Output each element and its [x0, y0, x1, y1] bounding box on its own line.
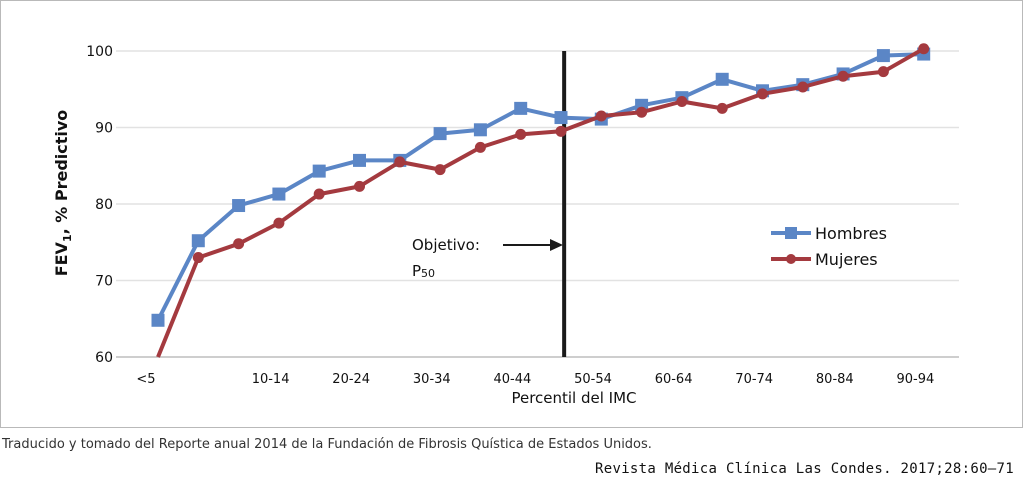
point-mujeres — [676, 95, 688, 107]
point-mujeres — [918, 43, 930, 55]
point-hombres — [554, 111, 568, 125]
figure-caption: Traducido y tomado del Reporte anual 201… — [2, 437, 652, 452]
chart-frame: 60 70 80 90 100 <5 10-14 20-24 30-34 40-44 50-54 6… — [0, 0, 1023, 428]
point-mujeres — [233, 238, 245, 250]
x-tick-label: 10-14 — [252, 372, 290, 387]
point-hombres — [272, 187, 286, 201]
x-tick-label: 80-84 — [816, 372, 854, 387]
point-hombres — [433, 127, 447, 141]
point-mujeres — [474, 141, 486, 153]
point-hombres — [715, 72, 729, 86]
legend-item-mujeres: Mujeres — [771, 250, 878, 269]
journal-citation: Revista Médica Clínica Las Condes. 2017;… — [595, 461, 1014, 477]
x-tick-label: 90-94 — [897, 372, 935, 387]
legend-label-mujeres: Mujeres — [815, 250, 878, 269]
point-mujeres — [555, 125, 567, 137]
point-hombres — [876, 49, 890, 63]
fev1-line-chart: 60 70 80 90 100 <5 10-14 20-24 30-34 40-44 50-54 6… — [52, 43, 959, 407]
annotation-objetivo: Objetivo: — [412, 236, 480, 254]
point-mujeres — [434, 164, 446, 176]
legend-item-hombres: Hombres — [771, 224, 887, 243]
y-axis-label-main: FEV — [52, 241, 71, 276]
y-axis-ticks: 60 70 80 90 100 — [86, 44, 113, 366]
point-mujeres — [313, 188, 325, 200]
y-axis-label: FEV1, % Predictivo — [52, 110, 74, 277]
y-tick-label: 60 — [95, 350, 113, 366]
series-hombres — [151, 47, 931, 327]
gridlines — [116, 50, 959, 358]
point-mujeres — [757, 88, 768, 100]
point-mujeres — [515, 128, 527, 140]
y-axis-label-rest: , % Predictivo — [52, 110, 71, 235]
point-hombres — [232, 199, 246, 213]
point-hombres — [191, 234, 205, 248]
point-mujeres — [877, 66, 889, 78]
annotation-arrow — [503, 239, 563, 251]
series-line-hombres — [156, 52, 924, 322]
y-tick-label: 90 — [95, 121, 113, 137]
x-tick-label: 50-54 — [574, 372, 612, 387]
point-mujeres — [273, 217, 285, 229]
series-group — [151, 43, 931, 358]
annotation-p50: P50 — [412, 262, 435, 280]
x-tick-label: 40-44 — [494, 372, 532, 387]
y-tick-label: 70 — [95, 274, 113, 290]
y-tick-label: 100 — [86, 44, 113, 60]
point-mujeres — [797, 81, 809, 93]
annotation-p50-main: P — [412, 262, 421, 280]
x-axis-ticks: <5 10-14 20-24 30-34 40-44 50-54 60-64 70-74 80-… — [136, 372, 934, 387]
legend-label-hombres: Hombres — [815, 224, 887, 243]
x-axis-label: Percentil del IMC — [511, 389, 636, 407]
point-mujeres — [595, 110, 607, 122]
point-hombres — [353, 153, 366, 167]
y-tick-label: 80 — [95, 197, 113, 213]
legend: Hombres Mujeres — [771, 224, 887, 269]
point-mujeres — [716, 102, 728, 114]
point-hombres — [473, 123, 487, 137]
x-tick-label: 60-64 — [655, 372, 693, 387]
x-tick-label: 20-24 — [332, 372, 370, 387]
point-mujeres — [837, 70, 849, 82]
point-mujeres — [354, 180, 365, 192]
point-mujeres — [636, 106, 648, 118]
point-mujeres — [394, 156, 406, 168]
point-hombres — [151, 313, 165, 327]
point-hombres — [514, 101, 528, 115]
x-tick-label: 30-34 — [413, 372, 451, 387]
x-tick-label: 70-74 — [735, 372, 773, 387]
y-axis-label-sub: 1 — [61, 234, 74, 242]
series-mujeres — [156, 43, 930, 358]
series-line-mujeres — [156, 46, 925, 358]
annotation-p50-sub: 50 — [421, 267, 435, 280]
point-mujeres — [192, 252, 204, 264]
x-tick-label: <5 — [136, 372, 155, 387]
point-hombres — [312, 164, 326, 178]
